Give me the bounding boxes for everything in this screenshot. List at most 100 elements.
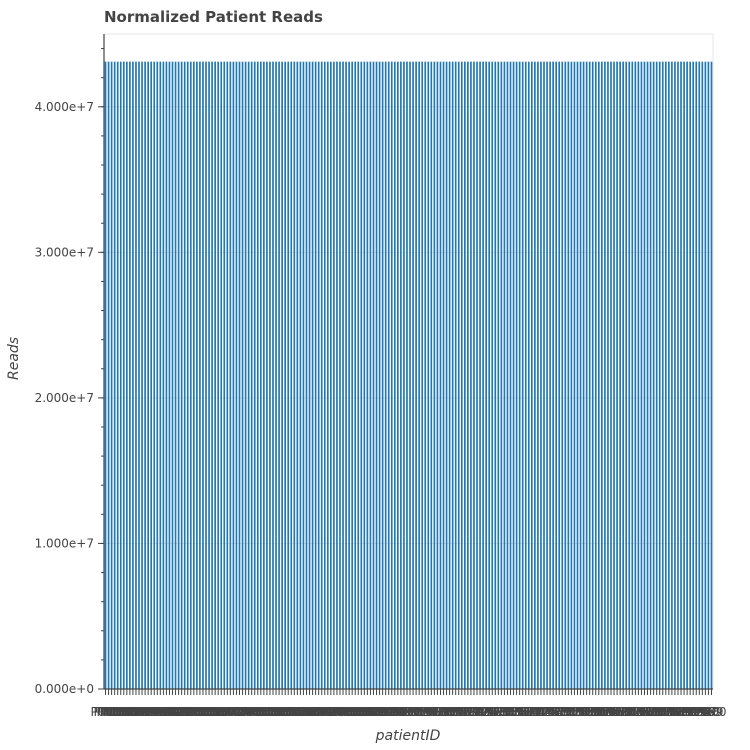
bar[interactable]: P162: 43100000 <box>594 61 597 690</box>
bar[interactable]: P103: 43100000 <box>415 61 417 690</box>
bar[interactable]: P099: 43100000 <box>403 61 405 690</box>
bar[interactable]: P101: 43100000 <box>409 61 411 690</box>
bar[interactable]: P096: 43100000 <box>393 61 396 690</box>
bar[interactable]: P039: 43100000 <box>220 61 223 690</box>
bar[interactable]: P027: 43100000 <box>183 61 186 690</box>
bar[interactable]: P033: 43100000 <box>202 61 204 690</box>
bar[interactable]: P174: 43100000 <box>631 61 634 690</box>
bar[interactable]: P157: 43100000 <box>579 61 582 690</box>
bar[interactable]: P112: 43100000 <box>442 61 445 690</box>
bar[interactable]: P148: 43100000 <box>552 61 554 690</box>
bar[interactable]: P151: 43100000 <box>561 61 564 690</box>
bar[interactable]: P013: 43100000 <box>141 61 143 690</box>
bar[interactable]: P057: 43100000 <box>275 61 277 690</box>
bar[interactable]: P169: 43100000 <box>616 61 618 690</box>
bar[interactable]: P125: 43100000 <box>482 61 484 690</box>
bar[interactable]: P022: 43100000 <box>168 61 171 690</box>
bar[interactable]: P152: 43100000 <box>564 61 567 690</box>
bar[interactable]: P106: 43100000 <box>424 61 427 690</box>
bar[interactable]: P059: 43100000 <box>281 61 283 690</box>
bar[interactable]: P110: 43100000 <box>436 61 439 690</box>
bar[interactable]: P200: 43100000 <box>710 61 713 690</box>
bar[interactable]: P163: 43100000 <box>597 61 600 690</box>
bar[interactable]: P122: 43100000 <box>473 61 475 690</box>
bar[interactable]: P010: 43100000 <box>132 61 134 690</box>
bar[interactable]: P188: 43100000 <box>674 61 676 690</box>
bar[interactable]: P108: 43100000 <box>430 61 433 690</box>
bar[interactable]: P050: 43100000 <box>253 61 256 690</box>
bar[interactable]: P170: 43100000 <box>619 61 621 690</box>
bar[interactable]: P045: 43100000 <box>238 61 241 690</box>
bar[interactable]: P134: 43100000 <box>509 61 512 690</box>
bar[interactable]: P158: 43100000 <box>582 61 585 690</box>
bar[interactable]: P076: 43100000 <box>333 61 335 690</box>
bar[interactable]: P127: 43100000 <box>488 61 491 690</box>
bar[interactable]: P007: 43100000 <box>122 61 125 690</box>
bar[interactable]: P198: 43100000 <box>704 61 707 690</box>
bar[interactable]: P091: 43100000 <box>378 61 381 690</box>
bar[interactable]: P030: 43100000 <box>192 61 195 690</box>
bar[interactable]: P119: 43100000 <box>464 61 466 690</box>
bar[interactable]: P023: 43100000 <box>171 61 174 690</box>
bar[interactable]: P004: 43100000 <box>113 61 116 690</box>
bar[interactable]: P135: 43100000 <box>512 61 515 690</box>
bar[interactable]: P040: 43100000 <box>223 61 226 690</box>
bar[interactable]: P156: 43100000 <box>576 61 579 690</box>
bar[interactable]: P179: 43100000 <box>646 61 649 690</box>
bar[interactable]: P049: 43100000 <box>250 61 253 690</box>
bar[interactable]: P082: 43100000 <box>351 61 353 690</box>
bar[interactable]: P025: 43100000 <box>177 61 180 690</box>
bar[interactable]: P185: 43100000 <box>664 61 667 690</box>
bar[interactable]: P053: 43100000 <box>263 61 265 690</box>
bar[interactable]: P065: 43100000 <box>299 61 302 690</box>
bar[interactable]: P017: 43100000 <box>153 61 156 690</box>
bar[interactable]: P196: 43100000 <box>698 61 701 690</box>
bar[interactable]: P126: 43100000 <box>485 61 487 690</box>
bar[interactable]: P014: 43100000 <box>144 61 146 690</box>
bar[interactable]: P002: 43100000 <box>107 61 110 690</box>
bar[interactable]: P186: 43100000 <box>668 61 670 690</box>
bar[interactable]: P078: 43100000 <box>339 61 341 690</box>
bar[interactable]: P123: 43100000 <box>476 61 478 690</box>
bar[interactable]: P172: 43100000 <box>625 61 628 690</box>
bar[interactable]: P083: 43100000 <box>354 61 357 690</box>
bar[interactable]: P136: 43100000 <box>515 61 518 690</box>
bar[interactable]: P074: 43100000 <box>326 61 329 690</box>
bar[interactable]: P021: 43100000 <box>165 61 168 690</box>
bar[interactable]: P028: 43100000 <box>186 61 189 690</box>
bar[interactable]: P048: 43100000 <box>247 61 250 690</box>
bar[interactable]: P070: 43100000 <box>314 61 317 690</box>
bar[interactable]: P107: 43100000 <box>427 61 430 690</box>
bar[interactable]: P165: 43100000 <box>604 61 606 690</box>
bar[interactable]: P088: 43100000 <box>369 61 372 690</box>
bar[interactable]: P063: 43100000 <box>293 61 296 690</box>
bar[interactable]: P029: 43100000 <box>189 61 192 690</box>
bar[interactable]: P098: 43100000 <box>400 61 402 690</box>
bar[interactable]: P181: 43100000 <box>652 61 655 690</box>
bar[interactable]: P194: 43100000 <box>692 61 695 690</box>
bar[interactable]: P044: 43100000 <box>235 61 238 690</box>
bar[interactable]: P160: 43100000 <box>588 61 591 690</box>
bar[interactable]: P140: 43100000 <box>527 61 530 690</box>
bar[interactable]: P009: 43100000 <box>129 61 131 690</box>
bar[interactable]: P124: 43100000 <box>479 61 481 690</box>
bar[interactable]: P036: 43100000 <box>211 61 213 690</box>
bar[interactable]: P008: 43100000 <box>126 61 128 690</box>
bar[interactable]: P150: 43100000 <box>558 61 561 690</box>
bar[interactable]: P161: 43100000 <box>591 61 594 690</box>
bar[interactable]: P081: 43100000 <box>348 61 350 690</box>
bar[interactable]: P120: 43100000 <box>467 61 469 690</box>
bar[interactable]: P006: 43100000 <box>119 61 122 690</box>
bar[interactable]: P176: 43100000 <box>637 61 640 690</box>
bar[interactable]: P042: 43100000 <box>229 61 232 690</box>
bar[interactable]: P037: 43100000 <box>214 61 216 690</box>
bar[interactable]: P038: 43100000 <box>217 61 220 690</box>
bar[interactable]: P012: 43100000 <box>138 61 140 690</box>
bar[interactable]: P067: 43100000 <box>305 61 308 690</box>
bar[interactable]: P113: 43100000 <box>445 61 448 690</box>
bar[interactable]: P047: 43100000 <box>244 61 247 690</box>
bar[interactable]: P167: 43100000 <box>610 61 612 690</box>
bar[interactable]: P190: 43100000 <box>680 61 682 690</box>
bar[interactable]: P175: 43100000 <box>634 61 637 690</box>
